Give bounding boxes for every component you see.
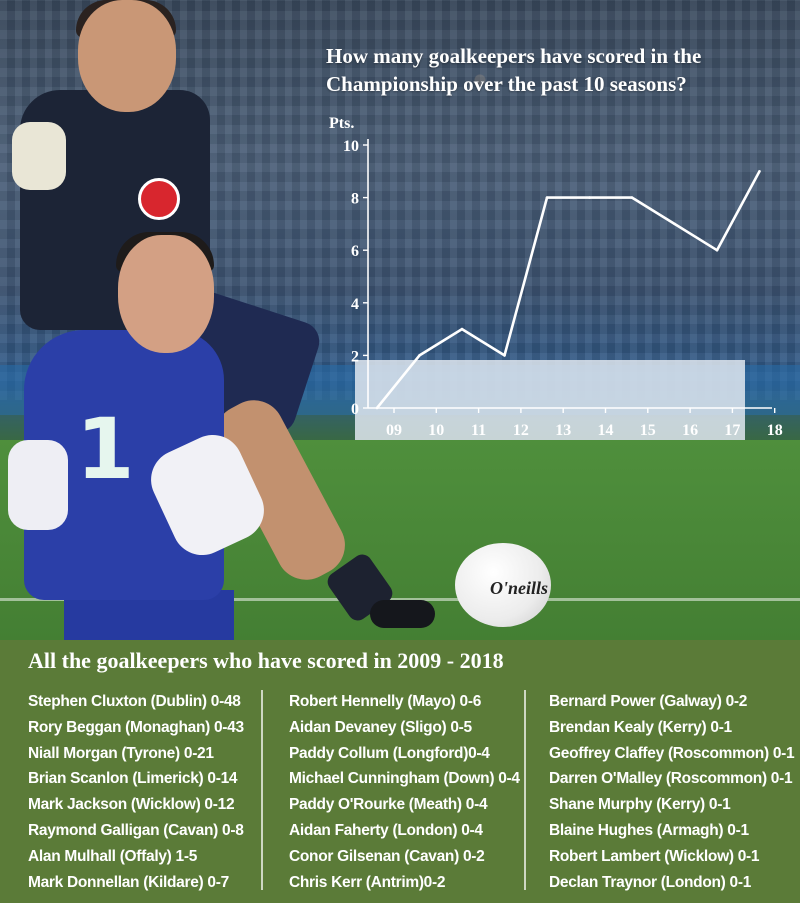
ball-brand-text: O'neills xyxy=(490,578,549,598)
x-tick-label: 11 xyxy=(471,422,486,439)
list-item: Alan Mulhall (Offaly) 1-5 xyxy=(28,847,198,865)
data-point xyxy=(673,222,676,226)
x-tick-label: 15 xyxy=(640,422,656,439)
list-item: Michael Cunningham (Down) 0-4 xyxy=(289,770,520,788)
list-item: Paddy Collum (Longford)0-4 xyxy=(289,744,490,762)
goalkeeper-boot xyxy=(370,600,435,628)
data-point xyxy=(545,196,549,199)
data-point xyxy=(758,170,761,173)
background-photo: 1 O'neills xyxy=(0,0,800,640)
y-tick-label: 10 xyxy=(343,138,359,155)
list-item: Bernard Power (Galway) 0-2 xyxy=(549,693,748,710)
x-tick-label: 12 xyxy=(513,422,529,439)
list-column-2: Robert Hennelly (Mayo) 0-6 Aidan Devaney… xyxy=(289,689,520,895)
y-tick-label: 0 xyxy=(351,401,359,418)
line-chart: Pts. 0 2 4 6 8 10 09 10 11 12 13 14 15 16 17 18 xyxy=(329,115,783,439)
x-tick-label: 17 xyxy=(724,422,740,439)
list-item: Mark Jackson (Wicklow) 0-12 xyxy=(28,796,235,814)
data-point xyxy=(588,196,591,199)
list-item: Mark Donnellan (Kildare) 0-7 xyxy=(28,873,229,891)
goalkeeper-head xyxy=(78,0,176,112)
list-item: Aidan Faherty (London) 0-4 xyxy=(289,821,483,839)
data-point xyxy=(715,248,719,252)
y-axis-label: Pts. xyxy=(329,115,354,132)
data-point xyxy=(460,327,464,331)
list-item: Conor Gilsenan (Cavan) 0-2 xyxy=(289,847,485,865)
column-divider xyxy=(261,690,263,890)
sponsor-logo xyxy=(138,178,180,220)
x-tick-label: 10 xyxy=(428,422,444,439)
list-item: Declan Traynor (London) 0-1 xyxy=(549,873,752,891)
list-item: Aidan Devaney (Sligo) 0-5 xyxy=(289,718,472,736)
football xyxy=(455,543,551,627)
list-item: Paddy O'Rourke (Meath) 0-4 xyxy=(289,796,488,814)
list-title: All the goalkeepers who have scored in 2… xyxy=(28,648,504,673)
pitch-line xyxy=(0,598,800,601)
data-point xyxy=(418,354,421,357)
list-item: Raymond Galligan (Cavan) 0-8 xyxy=(28,821,244,839)
list-item: Geoffrey Claffey (Roscommon) 0-1 xyxy=(549,744,795,762)
y-tick-label: 2 xyxy=(351,348,359,365)
data-point xyxy=(630,196,634,199)
list-column-1: Stephen Cluxton (Dublin) 0-48 Rory Begga… xyxy=(28,689,244,895)
y-tick-label: 4 xyxy=(351,296,359,313)
list-item: Shane Murphy (Kerry) 0-1 xyxy=(549,796,731,814)
x-tick-label: 09 xyxy=(386,422,402,439)
list-item: Robert Hennelly (Mayo) 0-6 xyxy=(289,693,482,710)
list-item: Chris Kerr (Antrim)0-2 xyxy=(289,873,446,891)
list-item: Stephen Cluxton (Dublin) 0-48 xyxy=(28,693,241,710)
data-point xyxy=(375,406,379,410)
list-item: Robert Lambert (Wicklow) 0-1 xyxy=(549,847,760,865)
list-item: Niall Morgan (Tyrone) 0-21 xyxy=(28,744,214,762)
x-tick-label: 16 xyxy=(682,422,698,439)
stadium-banner xyxy=(355,360,745,448)
x-tick-label: 14 xyxy=(598,422,614,439)
y-tick-label: 8 xyxy=(351,191,359,208)
goalkeeper-sleeve xyxy=(8,440,68,530)
column-divider xyxy=(524,690,526,890)
goalkeeper-list-panel xyxy=(0,640,800,903)
chart-title: How many goalkeepers have scored in the … xyxy=(326,44,702,96)
data-point xyxy=(503,354,506,357)
y-tick-label: 6 xyxy=(351,243,359,260)
series-line xyxy=(375,170,761,409)
chart-series xyxy=(375,170,761,410)
list-item: Brian Scanlon (Limerick) 0-14 xyxy=(28,770,238,788)
chart-ticks: Pts. 0 2 4 6 8 10 09 10 11 12 13 14 15 16 17 18 xyxy=(329,115,783,439)
goalkeeper-head xyxy=(118,235,214,353)
list-item: Brendan Kealy (Kerry) 0-1 xyxy=(549,718,732,736)
list-item: Blaine Hughes (Armagh) 0-1 xyxy=(549,821,749,839)
goalkeeper-glove xyxy=(12,122,66,190)
list-item: Darren O'Malley (Roscommon) 0-1 xyxy=(549,770,793,788)
chart-axes xyxy=(367,139,772,409)
list-item: Rory Beggan (Monaghan) 0-43 xyxy=(28,718,244,736)
x-tick-label: 18 xyxy=(767,422,783,439)
x-tick-label: 13 xyxy=(555,422,571,439)
jersey-number: 1 xyxy=(76,400,135,498)
list-column-3: Bernard Power (Galway) 0-2 Brendan Kealy… xyxy=(549,689,795,895)
